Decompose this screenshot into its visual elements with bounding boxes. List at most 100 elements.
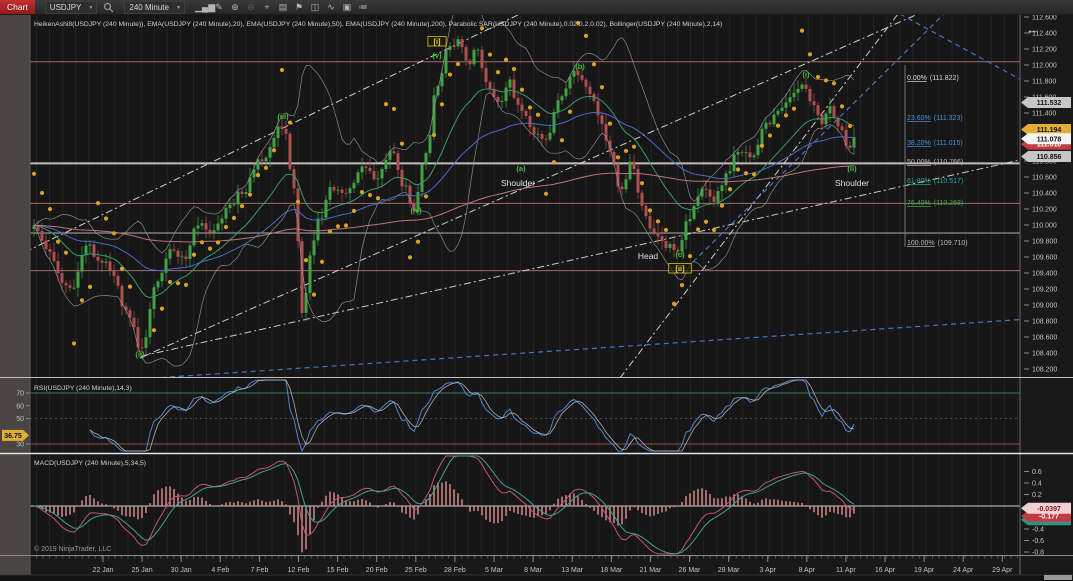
date-tick-label: 22 Jan (92, 567, 113, 574)
axis-value-badge (1021, 151, 1071, 163)
date-tick-label: 11 Apr (836, 567, 856, 574)
macd-tick-label: 0.2 (1032, 492, 1042, 499)
fib-level-label: 100.00% (109.710) (907, 240, 968, 247)
axis-value-badge-text: 111.078 (1037, 136, 1062, 143)
axis-value-badge-text: -0.177 (1039, 514, 1059, 521)
wave-label: (a) (516, 164, 526, 173)
axis-value-badge (1021, 123, 1071, 135)
date-tick-label: 24 Apr (953, 567, 974, 574)
price-tick-label: 108.800 (1032, 319, 1057, 326)
fib-level-label: 0.00% (111.822) (907, 75, 959, 82)
date-tick-label: 25 Jan (132, 567, 153, 574)
properties-list-icon[interactable]: ≔ (358, 2, 368, 12)
date-axis: 22 Jan 25 Jan 30 Jan 4 Feb 7 Feb 12 Feb 15 Feb… (36, 556, 1018, 574)
chart-trader-icon[interactable]: ◫ (310, 2, 320, 12)
price-tick-label: 112.400 (1032, 31, 1057, 38)
price-plot (31, 14, 856, 367)
price-tick-label: 109.000 (1032, 303, 1057, 310)
wave-label: [ii] (675, 264, 685, 273)
date-tick-label: 26 Mar (679, 567, 701, 574)
pattern-label: Shoulder (835, 178, 869, 188)
chevron-down-icon: ▾ (89, 4, 93, 11)
axis-value-badge (1021, 133, 1071, 145)
wave-label: (i) (802, 70, 810, 79)
rsi-plot (30, 379, 1020, 452)
plot-background (30, 14, 1020, 555)
rsi-tick-label: 60 (16, 403, 24, 410)
chart-style-icon[interactable]: ▁▄▆ (194, 2, 216, 12)
fib-level-label: 76.40% (110.268) (907, 200, 963, 207)
wave-annotations: (ii) (iii) [i] (v) (iv) (a) (b) (c) [ii] (i) (ii) S… (135, 36, 869, 359)
date-tick-label: 7 Feb (250, 567, 268, 574)
main-indicator-label: HeikenAshi8(USDJPY (240 Minute)), EMA(US… (34, 21, 722, 28)
crosshair-icon[interactable]: + (264, 2, 270, 12)
axis-value-badge-text: 110.856 (1037, 154, 1062, 161)
axis-value-badge-text: 111.194 (1037, 127, 1062, 134)
wave-label: (b) (575, 62, 585, 71)
date-tick-label: 4 Feb (211, 567, 229, 574)
chart-tab[interactable]: Chart (0, 0, 35, 14)
zoom-out-icon[interactable]: ⊖ (247, 2, 255, 12)
rsi-tick-label: 70 (16, 391, 24, 398)
axis-value-badge-text: 36.75 (4, 433, 22, 440)
rsi-tick-label: 30 (16, 442, 24, 449)
axis-badges: 111.532 111.194 111.010 110.856 111.078 -0.17… (2, 96, 1071, 526)
price-tick-label: 111.400 (1032, 111, 1056, 118)
price-tick-label: 108.400 (1032, 351, 1057, 358)
axis-value-badge (1021, 96, 1071, 108)
axis-value-badge (1021, 502, 1071, 514)
toolbar-icons: ▁▄▆ ✎ ⊕ ⊖ + ▤ ⚑ ◫ ∿ ▣ ≔ (195, 0, 371, 14)
date-tick-label: 20 Feb (366, 567, 388, 574)
date-tick-label: 5 Mar (485, 567, 504, 574)
price-tick-label: 109.600 (1032, 255, 1057, 262)
macd-tick-label: -0.4 (1032, 527, 1044, 534)
left-margin-strip (0, 14, 30, 575)
h-scrollbar-thumb[interactable] (1044, 575, 1072, 580)
trendlines (30, 14, 1020, 377)
chart-graphics: (ii) (iii) [i] (v) (iv) (a) (b) (c) [ii] (i) (ii) S… (0, 14, 1073, 576)
price-tick-label: 109.400 (1032, 271, 1057, 278)
axis-value-badge-text: 111.532 (1037, 100, 1062, 107)
alert-flag-icon[interactable]: ⚑ (294, 2, 304, 12)
fib-level-label: 23.60% (111.323) (907, 115, 963, 122)
zoom-in-icon[interactable]: ⊕ (231, 2, 239, 12)
rsi-tick-label: 50 (16, 416, 24, 423)
copyright-text: © 2019 NinjaTrader, LLC (34, 545, 111, 553)
data-box-icon[interactable]: ▤ (278, 2, 288, 12)
price-tick-label: 109.800 (1032, 239, 1057, 246)
date-tick-label: 30 Jan (171, 567, 192, 574)
price-tick-label: 110.200 (1032, 207, 1057, 214)
macd-tick-label: 0.6 (1032, 469, 1042, 476)
drawing-pencil-icon[interactable]: ✎ (215, 2, 223, 12)
date-tick-label: 15 Feb (327, 567, 349, 574)
price-tick-label: 110.400 (1032, 191, 1057, 198)
axis-value-badge (2, 429, 29, 441)
date-tick-label: 3 Apr (760, 567, 777, 574)
scroll-back-arrow-icon[interactable]: ← (1026, 22, 1039, 37)
trendline-icon[interactable]: ∿ (327, 2, 335, 12)
macd-tick-label: -0.8 (1032, 550, 1044, 557)
panel-icon[interactable]: ▣ (342, 2, 352, 12)
date-tick-label: 19 Apr (914, 567, 935, 574)
price-tick-label: 112.000 (1032, 63, 1057, 70)
interval-label: 240 Minute (129, 2, 169, 12)
date-tick-label: 16 Apr (875, 567, 896, 574)
fib-level-label: 61.80% (110.517) (907, 178, 963, 185)
date-axis-background (30, 556, 1020, 575)
axis-value-badge-text: -0.0397 (1037, 506, 1061, 513)
date-tick-label: 25 Feb (405, 567, 427, 574)
wave-label: (v) (432, 51, 442, 60)
price-tick-label: 112.200 (1032, 47, 1057, 54)
price-tick-label: 108.600 (1032, 335, 1057, 342)
search-icon[interactable] (103, 2, 114, 13)
date-tick-label: 18 Mar (600, 567, 622, 574)
macd-tick-label: 0.4 (1032, 481, 1042, 488)
rsi-indicator-label: RSI(USDJPY (240 Minute),14,3) (34, 385, 132, 392)
fib-level-label: 38.20% (111.015) (907, 140, 963, 147)
chart-canvas[interactable]: (ii) (iii) [i] (v) (iv) (a) (b) (c) [ii] (i) (ii) S… (0, 14, 1073, 581)
instrument-select[interactable]: USDJPY ▾ (44, 0, 98, 14)
interval-select[interactable]: 240 Minute ▾ (124, 0, 185, 14)
price-tick-label: 112.600 (1032, 15, 1057, 22)
wave-label: (c) (675, 250, 685, 259)
